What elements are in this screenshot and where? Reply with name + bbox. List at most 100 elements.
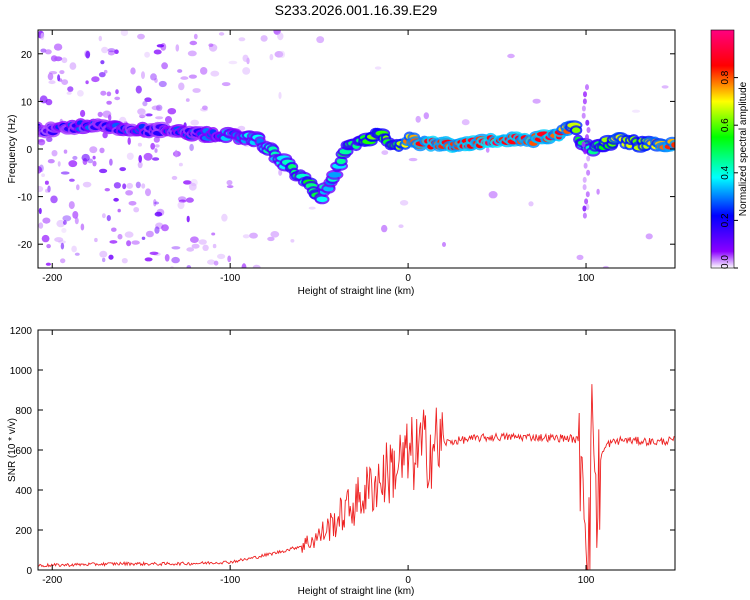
spectrogram-noise-blob [242, 54, 249, 62]
spectrogram-noise-blob [211, 232, 216, 236]
spectrogram-noise-blob [213, 260, 219, 266]
spectrogram-noise-blob [91, 76, 100, 83]
spectrogram-noise-blob [57, 74, 61, 82]
spectrogram-noise-blob [165, 116, 172, 124]
spectrogram-noise-blob [101, 46, 109, 54]
spectrogram-streak [581, 112, 586, 119]
spectrogram-noise-blob [113, 182, 121, 189]
spectrogram-noise-blob [108, 254, 114, 260]
spectrogram-noise-blob [63, 220, 67, 225]
spectrogram-noise-blob [274, 51, 284, 58]
spectrogram-noise-blob [72, 211, 79, 219]
spectrogram-ridge-core [671, 142, 675, 148]
spectrogram-noise-blob [221, 82, 231, 87]
spectrogram-noise-blob [226, 185, 234, 189]
spectrogram-noise-blob [72, 155, 78, 160]
spectrogram-noise-blob [218, 32, 225, 36]
colorbar-tick-label: 0.0 [720, 255, 731, 269]
spectrogram-noise-blob [119, 167, 126, 172]
spectrogram-streak [583, 91, 587, 98]
spectrogram-noise-blob [158, 80, 167, 88]
spectrogram-noise-blob [485, 147, 490, 153]
x-tick-label: -100 [220, 575, 240, 586]
spectrogram-noise-blob [226, 180, 233, 186]
spectrogram-noise-blob [47, 185, 51, 193]
y-tick-label: 200 [15, 526, 32, 537]
spectrogram-noise-blob [138, 155, 142, 163]
spectrogram-noise-blob [57, 161, 61, 167]
spectrogram-noise-blob [585, 203, 590, 211]
spectrogram-streak [585, 134, 589, 141]
snr-x-label: Height of straight line (km) [298, 586, 415, 597]
colorbar-tick-label: 0.6 [720, 118, 731, 132]
spectrogram-noise-blob [131, 240, 140, 245]
spectrogram-noise-blob [68, 160, 78, 168]
spectrogram-noise-blob [156, 44, 165, 48]
spectrogram-noise-blob [103, 69, 108, 74]
spectrogram-noise-blob [227, 255, 232, 263]
spectrogram-noise-blob [279, 50, 286, 59]
spectrogram-noise-blob [38, 139, 45, 143]
spectrogram-noise-blob [154, 226, 160, 234]
spectrogram-noise-blob [126, 182, 133, 189]
spectrogram-noise-blob [66, 91, 72, 95]
colorbar-ticks: 0.0 0.2 0.4 0.6 0.8 [720, 70, 738, 269]
x-tick-label: -200 [42, 273, 62, 284]
spectrogram-streak [582, 98, 587, 105]
spectrogram-noise-blob [137, 33, 145, 40]
spectrogram-noise-blob [398, 224, 404, 228]
spectrogram-noise-blob [69, 178, 75, 182]
spectrogram-noise-blob [127, 137, 131, 145]
spectrogram-noise-blob [106, 215, 111, 222]
spectrogram-noise-blob [98, 35, 103, 42]
spectrogram-noise-blob [228, 60, 238, 65]
spectrogram-noise-blob [189, 143, 194, 152]
spectrogram-noise-blob [109, 240, 118, 244]
spectrogram-noise-blob [316, 36, 325, 44]
spectrogram-noise-blob [126, 152, 134, 160]
spectrogram-noise-blob [156, 104, 163, 112]
spectrogram-noise-blob [149, 251, 159, 255]
spectrogram-noise-blob [109, 158, 113, 166]
spectrogram-noise-blob [53, 43, 63, 51]
spectrogram-noise-blob [47, 72, 54, 81]
spectrogram-noise-blob [100, 60, 105, 65]
spectrogram-noise-blob [193, 33, 198, 40]
spectrogram-noise-blob [99, 147, 105, 154]
spectrogram-noise-blob [152, 157, 160, 161]
spectrogram-noise-blob [442, 242, 446, 247]
spectrogram-noise-blob [45, 188, 50, 193]
spectrogram-noise-blob [290, 239, 295, 243]
y-tick-label: 1000 [10, 366, 33, 377]
spectrogram-noise-blob [41, 234, 50, 243]
spectrogram-noise-blob [107, 50, 115, 56]
spectrogram-noise-blob [63, 149, 68, 154]
spectrogram-noise-blob [171, 175, 178, 180]
spectrogram-noise-blob [80, 109, 86, 118]
spectrogram-noise-blob [278, 169, 283, 176]
spectrogram-noise-blob [177, 201, 185, 210]
spectrogram-noise-blob [94, 237, 98, 243]
spectrogram-noise-blob [62, 215, 72, 222]
spectrogram-noise-blob [238, 37, 246, 42]
spectrogram-noise-blob [185, 98, 190, 102]
spectrogram-noise-blob [133, 207, 140, 213]
spectrogram-noise-blob [102, 110, 112, 118]
spectrogram-noise-blob [141, 71, 145, 79]
spectrogram-noise-blob [124, 231, 134, 238]
x-tick-label: -100 [220, 273, 240, 284]
spectrogram-noise-blob [167, 108, 177, 115]
spectrogram-noise-blob [114, 96, 121, 101]
spectrogram-noise-blob [128, 201, 137, 206]
spectrogram-noise-blob [150, 142, 156, 150]
spectrogram-noise-blob [164, 253, 170, 262]
spectrogram-noise-blob [374, 66, 382, 70]
spectrogram-noise-blob [69, 62, 77, 70]
spectrogram-noise-blob [198, 239, 207, 245]
spectrogram-noise-blob [97, 111, 103, 118]
spectrogram-noise-blob [185, 197, 194, 203]
spectrogram-noise-blob [208, 43, 214, 47]
